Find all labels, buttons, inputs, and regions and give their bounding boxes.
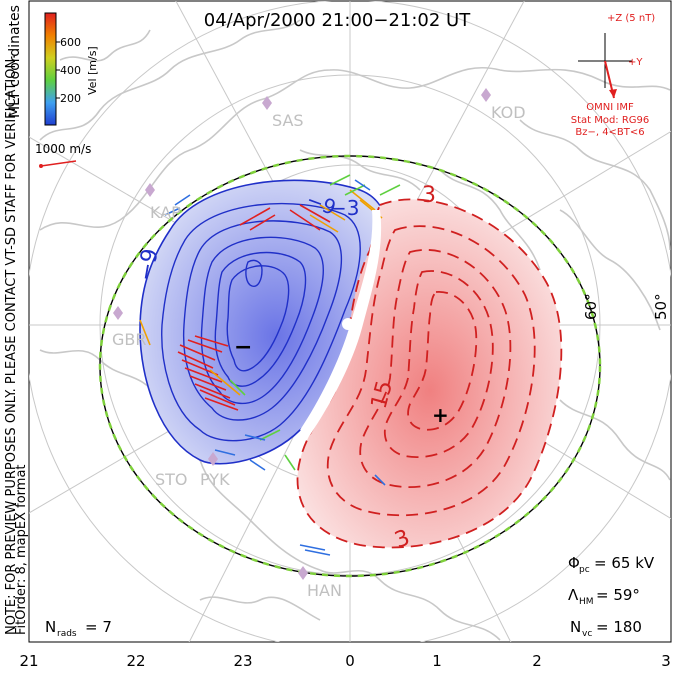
imf-source-label: OMNI IMF — [586, 102, 634, 113]
imf-clock — [578, 33, 632, 99]
station-label-kod: KOD — [491, 103, 526, 122]
fit-order-label: FitOrder: 8, mapEX format — [14, 464, 29, 635]
coordinates-label: MLT coordinates — [7, 5, 23, 118]
station-label-han: HAN — [307, 581, 342, 600]
stat-lambda-hm: Λ HM = 59° — [568, 586, 640, 607]
velocity-colorbar: 200 400 600 Vel [m/s] — [44, 12, 99, 126]
mlt-tick-23: 23 — [233, 652, 252, 670]
potential-min-marker: − — [234, 335, 252, 360]
boundary-black — [99, 155, 601, 577]
mlt-axis: 21 22 23 0 1 2 3 — [19, 652, 670, 670]
colorbar-tick-600: 600 — [60, 36, 81, 49]
station-label-sto: STO — [155, 470, 188, 489]
station-label-pyk: PYK — [200, 470, 230, 489]
imf-condition-label: Bz−, 4<BT<6 — [575, 127, 644, 138]
phi-value: = 65 kV — [594, 554, 655, 572]
nrads-subscript: rads — [57, 629, 77, 639]
colorbar-tick-400: 400 — [60, 64, 81, 77]
mlt-tick-22: 22 — [126, 652, 145, 670]
colorbar-tick-200: 200 — [60, 92, 81, 105]
map-title: 04/Apr/2000 21:00−21:02 UT — [204, 10, 471, 31]
stat-phi-pc: Φ pc = 65 kV — [568, 554, 655, 575]
phi-symbol: Φ — [568, 554, 580, 572]
nrads-value: = 7 — [85, 618, 112, 636]
mlt-tick-1: 1 — [432, 652, 442, 670]
nvc-symbol: N — [570, 618, 581, 636]
latitude-label-50: 50° — [652, 293, 670, 320]
stat-nrads: N rads = 7 — [45, 618, 112, 639]
scale-vector-label: 1000 m/s — [35, 142, 91, 156]
flow-gap — [300, 210, 382, 435]
station-label-sas: SAS — [272, 111, 304, 130]
contour-label-pos3-top: 3 — [422, 183, 436, 208]
mlt-tick-2: 2 — [532, 652, 542, 670]
lambda-subscript: HM — [579, 597, 594, 607]
station-label-gbr: GBR — [112, 330, 147, 349]
preview-note: NOTE: FOR PREVIEW PURPOSES ONLY. PLEASE … — [4, 55, 19, 635]
stat-nvc: N vc = 180 — [570, 618, 642, 639]
mlt-tick-21: 21 — [19, 652, 38, 670]
nrads-symbol: N — [45, 618, 56, 636]
imf-z-label: +Z (5 nT) — [607, 13, 655, 24]
mlt-tick-3: 3 — [661, 652, 671, 670]
station-label-kap: KAP — [150, 203, 181, 222]
lambda-value: = 59° — [596, 586, 640, 604]
contour-label-neg3: −3 — [330, 196, 359, 220]
station-markers — [113, 88, 491, 580]
imf-stat-mod-label: Stat Mod: RG96 — [571, 115, 650, 126]
pole-marker — [342, 318, 354, 330]
lambda-symbol: Λ — [568, 586, 579, 604]
velocity-vectors — [139, 174, 401, 556]
contour-label-neg9-left: −9 — [133, 247, 163, 283]
potential-max-marker: + — [432, 403, 449, 427]
mlt-tick-0: 0 — [345, 652, 355, 670]
colorbar-title: Vel [m/s] — [86, 46, 99, 95]
coastlines — [39, 19, 671, 641]
imf-y-label: +Y — [628, 57, 643, 68]
scale-vector-arrow — [39, 160, 77, 168]
phi-subscript: pc — [579, 565, 590, 575]
nvc-value: = 180 — [596, 618, 642, 636]
latitude-label-60: 60° — [582, 293, 600, 320]
nvc-subscript: vc — [582, 629, 592, 639]
